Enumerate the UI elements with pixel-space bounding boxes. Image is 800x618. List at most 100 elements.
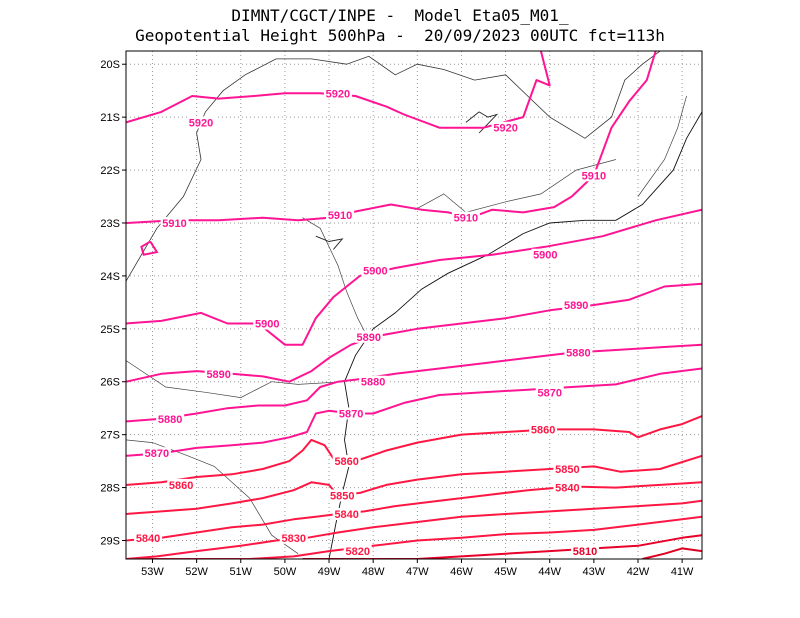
contour-label-bg [535,386,564,399]
state-border [126,439,299,554]
contour-label-bg [323,87,352,100]
x-tick-label: 44W [538,566,561,578]
contour-label: 5910 [454,213,478,225]
contour-5920 [126,51,551,129]
contour-label: 5830 [281,533,305,545]
x-tick-label: 52W [185,566,208,578]
contour-label: 5820 [345,546,369,558]
contour-label-bg [279,531,308,544]
contour-5850 [126,454,702,515]
x-tick-label: 42W [627,566,650,578]
contour-label: 5900 [533,250,557,262]
contour-label-bg [361,264,390,277]
y-tick-label: 28S [100,483,120,495]
map-title-line-1: DIMNT/CGCT/INPE - Model Eta05_M01_ [231,6,569,25]
contour-label-bg [156,412,185,425]
contour-label: 5860 [334,456,358,468]
contour-label: 5910 [162,218,186,230]
contour-label-bg [253,317,282,330]
state-border [637,95,687,197]
contour-5860 [126,415,702,486]
contour-label: 5840 [555,483,579,495]
y-tick-label: 24S [100,271,120,283]
contour-5830 [126,499,702,559]
contour-5810 [302,534,702,559]
contour-label: 5840 [334,509,358,521]
contour-5900 [126,208,702,346]
contour-label-bg [571,545,600,558]
contour-label-bg [326,209,355,222]
x-tick-label: 50W [274,566,297,578]
contour-label: 5920 [493,123,517,135]
contour-5800 [642,547,702,559]
state-border [126,360,345,398]
contour-label: 5910 [582,170,606,182]
x-tick-label: 47W [406,566,429,578]
contour-label-bg [491,121,520,134]
contour-label: 5870 [339,408,363,420]
state-border [302,217,370,340]
x-tick-label: 48W [362,566,385,578]
y-tick-label: 26S [100,377,120,389]
y-axis-ticks: 20S 21S 22S 23S 24S 25S 26S 27S 28S 29S [100,59,126,547]
contour-label-bg [332,508,361,521]
contour-labels: 5920 5920 5920 5910 5910 5910 5910 5900 5900 5900… [134,87,608,558]
contour-label-bg [332,455,361,468]
contour-label-bg [204,367,233,380]
contour-label: 5860 [531,424,555,436]
contour-label-bg [562,299,591,311]
contour-label: 5870 [145,448,169,460]
x-tick-label: 41W [671,566,694,578]
contour-label: 5920 [326,88,350,100]
x-axis-ticks: 53W 52W 51W 50W 49W 48W 47W 46W 45W 44W 43W 42W 41W [141,559,694,578]
contour-label-bg [160,216,189,229]
contour-label: 5810 [573,546,597,558]
lake-outline [465,111,499,134]
map-title-line-2: Geopotential Height 500hPa - 20/09/2023 … [135,26,665,45]
contour-label: 5920 [189,117,213,129]
contour-label-bg [579,169,608,182]
y-tick-label: 20S [100,59,120,71]
contour-5910-closed-loop [140,240,159,256]
contour-label-bg [343,545,372,558]
contour-label-bg [564,346,593,359]
x-tick-label: 45W [494,566,517,578]
contour-label: 5900 [255,319,279,331]
contour-label: 5880 [158,414,182,426]
x-tick-label: 49W [318,566,341,578]
contour-label-bg [531,248,560,261]
contour-label-bg [167,478,196,491]
contour-label-bg [354,330,383,343]
contour-5840 [126,481,702,542]
contour-layer [126,51,702,559]
y-tick-label: 21S [100,112,120,124]
lake-outline [315,235,344,250]
x-tick-label: 51W [229,566,252,578]
contour-label: 5860 [169,480,193,492]
state-border [414,159,616,213]
contour-label: 5880 [361,377,385,389]
contour-label-bg [553,463,582,476]
y-tick-label: 25S [100,324,120,336]
x-tick-label: 46W [450,566,473,578]
contour-label: 5870 [537,387,561,399]
x-tick-label: 43W [583,566,606,578]
contour-label-bg [553,481,582,494]
contour-label: 5840 [136,533,160,545]
contour-label: 5910 [328,210,352,222]
contour-label-bg [187,116,216,129]
contour-label-bg [451,211,480,224]
contour-label: 5850 [555,464,579,476]
contour-label-bg [134,531,163,544]
contour-label-bg [337,407,366,420]
contour-label-bg [359,375,388,388]
contour-label: 5890 [564,300,588,312]
border-line [126,51,661,282]
contour-label-bg [142,447,171,460]
x-tick-label: 53W [141,566,164,578]
contour-label: 5880 [566,348,590,360]
contour-label: 5850 [330,491,354,503]
y-tick-label: 29S [100,535,120,547]
contour-label-bg [328,489,357,502]
